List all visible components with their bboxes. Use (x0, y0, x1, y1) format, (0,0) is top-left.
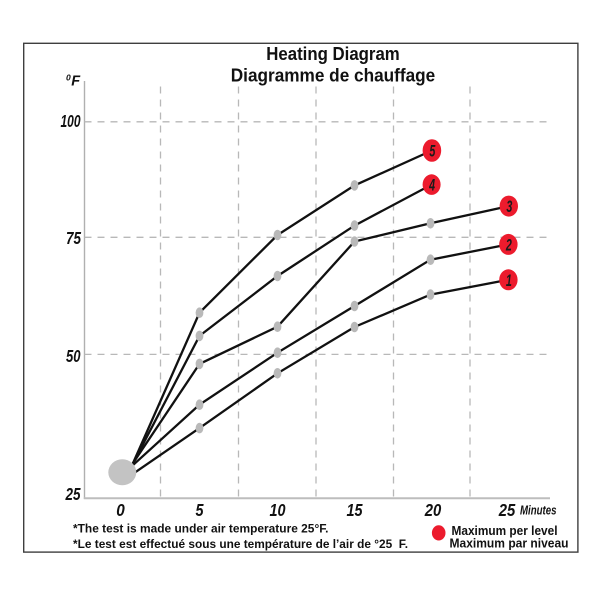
svg-text:100: 100 (60, 112, 80, 132)
svg-text:3: 3 (506, 198, 512, 217)
svg-text:25: 25 (498, 501, 516, 521)
svg-text:*Le test est effectué sous une: *Le test est effectué sous une températu… (73, 537, 408, 551)
svg-text:20: 20 (424, 501, 442, 521)
svg-text:*The test is made under air te: *The test is made under air temperature … (73, 522, 329, 536)
svg-text:0: 0 (116, 500, 125, 520)
svg-text:F: F (71, 74, 81, 90)
svg-text:2: 2 (505, 236, 512, 255)
svg-text:15: 15 (346, 501, 363, 521)
svg-text:75: 75 (66, 229, 82, 248)
svg-text:Minutes: Minutes (520, 504, 556, 517)
svg-text:0: 0 (66, 73, 71, 83)
svg-text:4: 4 (428, 176, 435, 195)
svg-text:10: 10 (269, 501, 285, 521)
svg-text:Maximum per level: Maximum per level (452, 523, 558, 538)
svg-text:Diagramme de chauffage: Diagramme de chauffage (231, 65, 436, 86)
svg-text:1: 1 (506, 271, 512, 290)
svg-text:5: 5 (195, 501, 204, 521)
svg-text:50: 50 (66, 347, 81, 366)
svg-text:5: 5 (429, 142, 436, 161)
svg-text:Maximum par niveau: Maximum par niveau (450, 536, 569, 551)
svg-text:25: 25 (65, 485, 82, 504)
svg-text:Heating Diagram: Heating Diagram (266, 43, 400, 64)
